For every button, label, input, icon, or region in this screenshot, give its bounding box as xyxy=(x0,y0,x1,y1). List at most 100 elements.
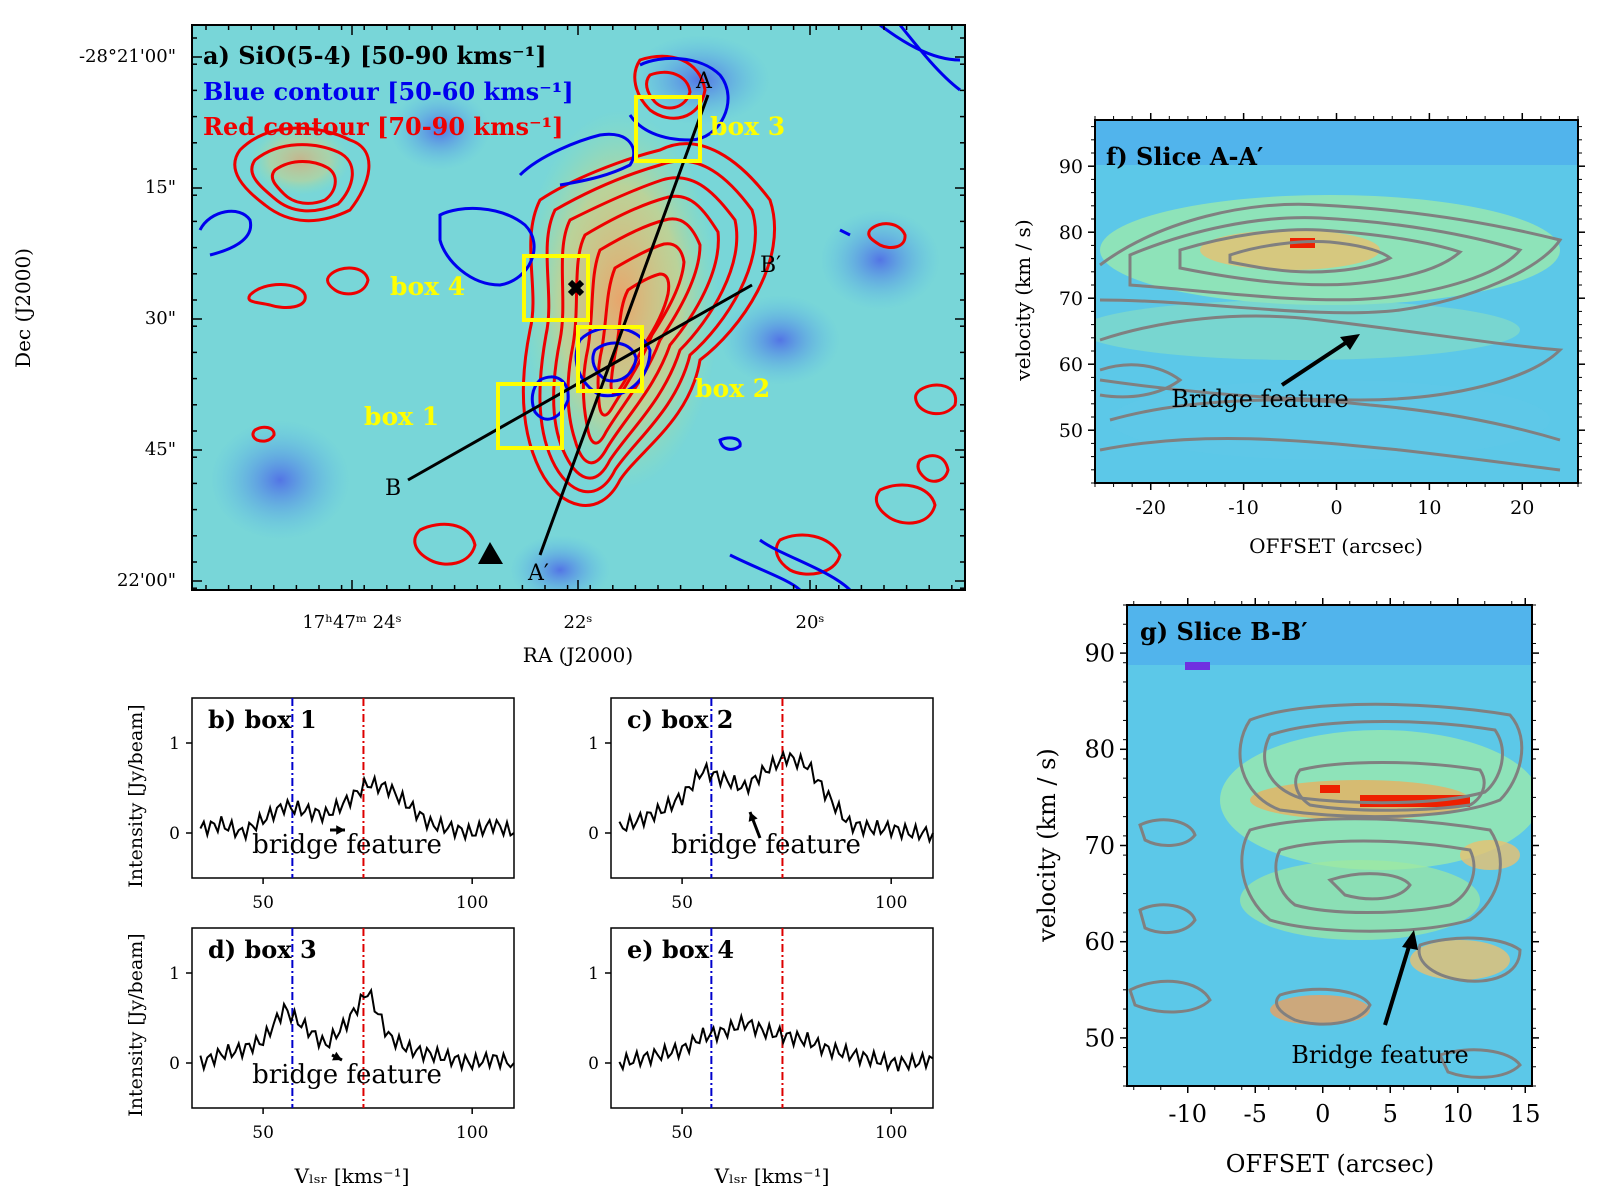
pv-f-contours xyxy=(1099,202,1564,472)
spectrum-title: c) box 2 xyxy=(627,705,733,734)
pv-f-annotation: Bridge feature xyxy=(1171,385,1349,413)
panel-a-ticks xyxy=(192,25,965,590)
pv-x-tick-label: -10 xyxy=(1228,497,1259,519)
pv-g-arrow-head-icon xyxy=(1402,930,1418,950)
pv-f-title: f) Slice A-A′ xyxy=(1106,142,1263,171)
box-1-label: box 1 xyxy=(364,402,439,431)
spectrum-annotation: bridge feature xyxy=(252,830,442,860)
y-tick-label: 0 xyxy=(588,1054,599,1074)
spectra-ylabel-bottom: Intensity [Jy/beam] xyxy=(125,933,147,1116)
pv-x-tick-label: -5 xyxy=(1244,1100,1267,1128)
spectrum-title: d) box 3 xyxy=(208,935,317,964)
blue-contour-label: Blue contour [50-60 kms⁻¹] xyxy=(203,77,574,106)
ra-tick-2: 20ˢ xyxy=(796,612,825,633)
spectrum-panel-c: 50 100 0 1 c) box 2 bridge feature xyxy=(588,697,934,913)
spectrum-title: e) box 4 xyxy=(627,935,734,964)
spectrum-line xyxy=(199,773,515,843)
panel-f-pv: -20 -10 0 10 20 50 60 70 80 90 f) Slice A-A′ Brid… xyxy=(1011,113,1585,558)
pv-y-tick-label: 90 xyxy=(1059,156,1083,178)
box-4-rect xyxy=(522,254,590,322)
pv-y-tick-label: 70 xyxy=(1059,288,1083,310)
x-tick-label: 100 xyxy=(875,1123,907,1143)
box-2-label: box 2 xyxy=(695,374,770,403)
box-2-rect xyxy=(576,325,644,393)
y-tick-label: 1 xyxy=(588,734,599,754)
slice-label-b: B xyxy=(385,476,401,501)
pv-y-tick-label: 50 xyxy=(1059,420,1083,442)
y-tick-label: 0 xyxy=(169,1054,180,1074)
slice-label-a: A xyxy=(695,69,713,94)
panel-a-title: a) SiO(5-4) [50-90 kms⁻¹] xyxy=(203,41,547,70)
x-tick-label: 100 xyxy=(456,893,488,913)
y-tick-label: 0 xyxy=(169,824,180,844)
pv-f-ylabel: velocity (km / s) xyxy=(1011,219,1035,381)
spectra-xlabel-left: Vₗₛᵣ [kms⁻¹] xyxy=(294,1164,410,1188)
pv-g-contours xyxy=(1128,702,1524,1079)
dec-tick-0: -28°21'00" xyxy=(79,46,176,67)
pv-x-tick-label: 0 xyxy=(1330,497,1342,519)
spectrum-line xyxy=(618,1012,934,1073)
spectra-xlabel-right: Vₗₛᵣ [kms⁻¹] xyxy=(714,1164,830,1188)
box-3-label: box 3 xyxy=(710,112,785,141)
slice-label-b-prime: B′ xyxy=(760,253,781,278)
x-tick-label: 100 xyxy=(456,1123,488,1143)
pv-x-tick-label: 0 xyxy=(1315,1100,1330,1128)
pv-f-arrow-head-icon xyxy=(1340,334,1360,350)
x-tick-label: 100 xyxy=(875,893,907,913)
panel-g-pv: -10 -5 0 5 10 15 50 60 70 80 90 g) Slice B-B′ Brid… xyxy=(1033,598,1541,1178)
spectrum-arrow-head-icon xyxy=(748,812,758,822)
spectrum-frame xyxy=(610,697,934,879)
slice-label-a-prime: A′ xyxy=(527,561,549,586)
pv-x-tick-label: 10 xyxy=(1442,1100,1473,1128)
spectrum-panel-d: 50 100 0 1 d) box 3 bridge feature xyxy=(169,927,515,1143)
pv-x-tick-label: -10 xyxy=(1168,1100,1207,1128)
spectrum-frame xyxy=(191,927,515,1109)
x-tick-label: 50 xyxy=(252,1123,274,1143)
pv-g-annotation: Bridge feature xyxy=(1291,1041,1469,1069)
panel-a-ylabel: Dec (J2000) xyxy=(11,248,35,368)
x-tick-label: 50 xyxy=(671,893,693,913)
y-tick-label: 1 xyxy=(169,964,180,984)
pv-f-axes: -20 -10 0 10 20 50 60 70 80 90 xyxy=(1059,113,1585,519)
x-tick-label: 50 xyxy=(671,1123,693,1143)
pv-g-axes: -10 -5 0 5 10 15 50 60 70 80 90 xyxy=(1084,598,1541,1128)
dec-tick-3: 45" xyxy=(145,439,176,460)
box-1-rect xyxy=(496,382,564,450)
y-tick-label: 1 xyxy=(588,964,599,984)
dec-tick-4: 22'00" xyxy=(117,570,176,591)
spectrum-annotation: bridge feature xyxy=(671,830,861,860)
x-tick-label: 50 xyxy=(252,893,274,913)
pv-x-tick-label: 5 xyxy=(1383,1100,1398,1128)
pv-x-tick-label: 10 xyxy=(1417,497,1441,519)
spectrum-line xyxy=(199,987,515,1073)
pv-y-tick-label: 80 xyxy=(1059,222,1083,244)
spectrum-panel-e: 50 100 0 1 e) box 4 xyxy=(588,927,934,1143)
y-tick-label: 0 xyxy=(588,824,599,844)
dec-tick-1: 15" xyxy=(145,177,176,198)
pv-f-xlabel: OFFSET (arcsec) xyxy=(1249,534,1423,558)
panel-a-xlabel: RA (J2000) xyxy=(523,643,633,667)
spectrum-line xyxy=(618,749,934,845)
pv-x-tick-label: -20 xyxy=(1135,497,1166,519)
pv-x-tick-label: 20 xyxy=(1510,497,1534,519)
spectrum-arrow-head-icon xyxy=(332,1051,342,1061)
y-tick-label: 1 xyxy=(169,734,180,754)
analysis-boxes xyxy=(496,95,702,450)
pv-x-tick-label: 15 xyxy=(1510,1100,1541,1128)
box-4-label: box 4 xyxy=(390,272,465,301)
panel-a-map: A A′ B B′ box 1 box 2 box 3 box 4 a) SiO… xyxy=(11,24,966,667)
cross-marker-icon xyxy=(567,279,585,297)
ra-tick-1: 22ˢ xyxy=(564,612,593,633)
spectrum-frame xyxy=(191,697,515,879)
spectra-ylabel-top: Intensity [Jy/beam] xyxy=(125,704,147,887)
pv-y-tick-label: 50 xyxy=(1084,1024,1115,1052)
spectrum-frame xyxy=(610,927,934,1109)
spectrum-title: b) box 1 xyxy=(208,705,317,734)
pv-y-tick-label: 80 xyxy=(1084,736,1115,764)
pv-y-tick-label: 70 xyxy=(1084,832,1115,860)
spectrum-panel-b: 50 100 0 1 b) box 1 bridge feature xyxy=(169,697,515,913)
pv-y-tick-label: 90 xyxy=(1084,640,1115,668)
dec-tick-2: 30" xyxy=(145,308,176,329)
